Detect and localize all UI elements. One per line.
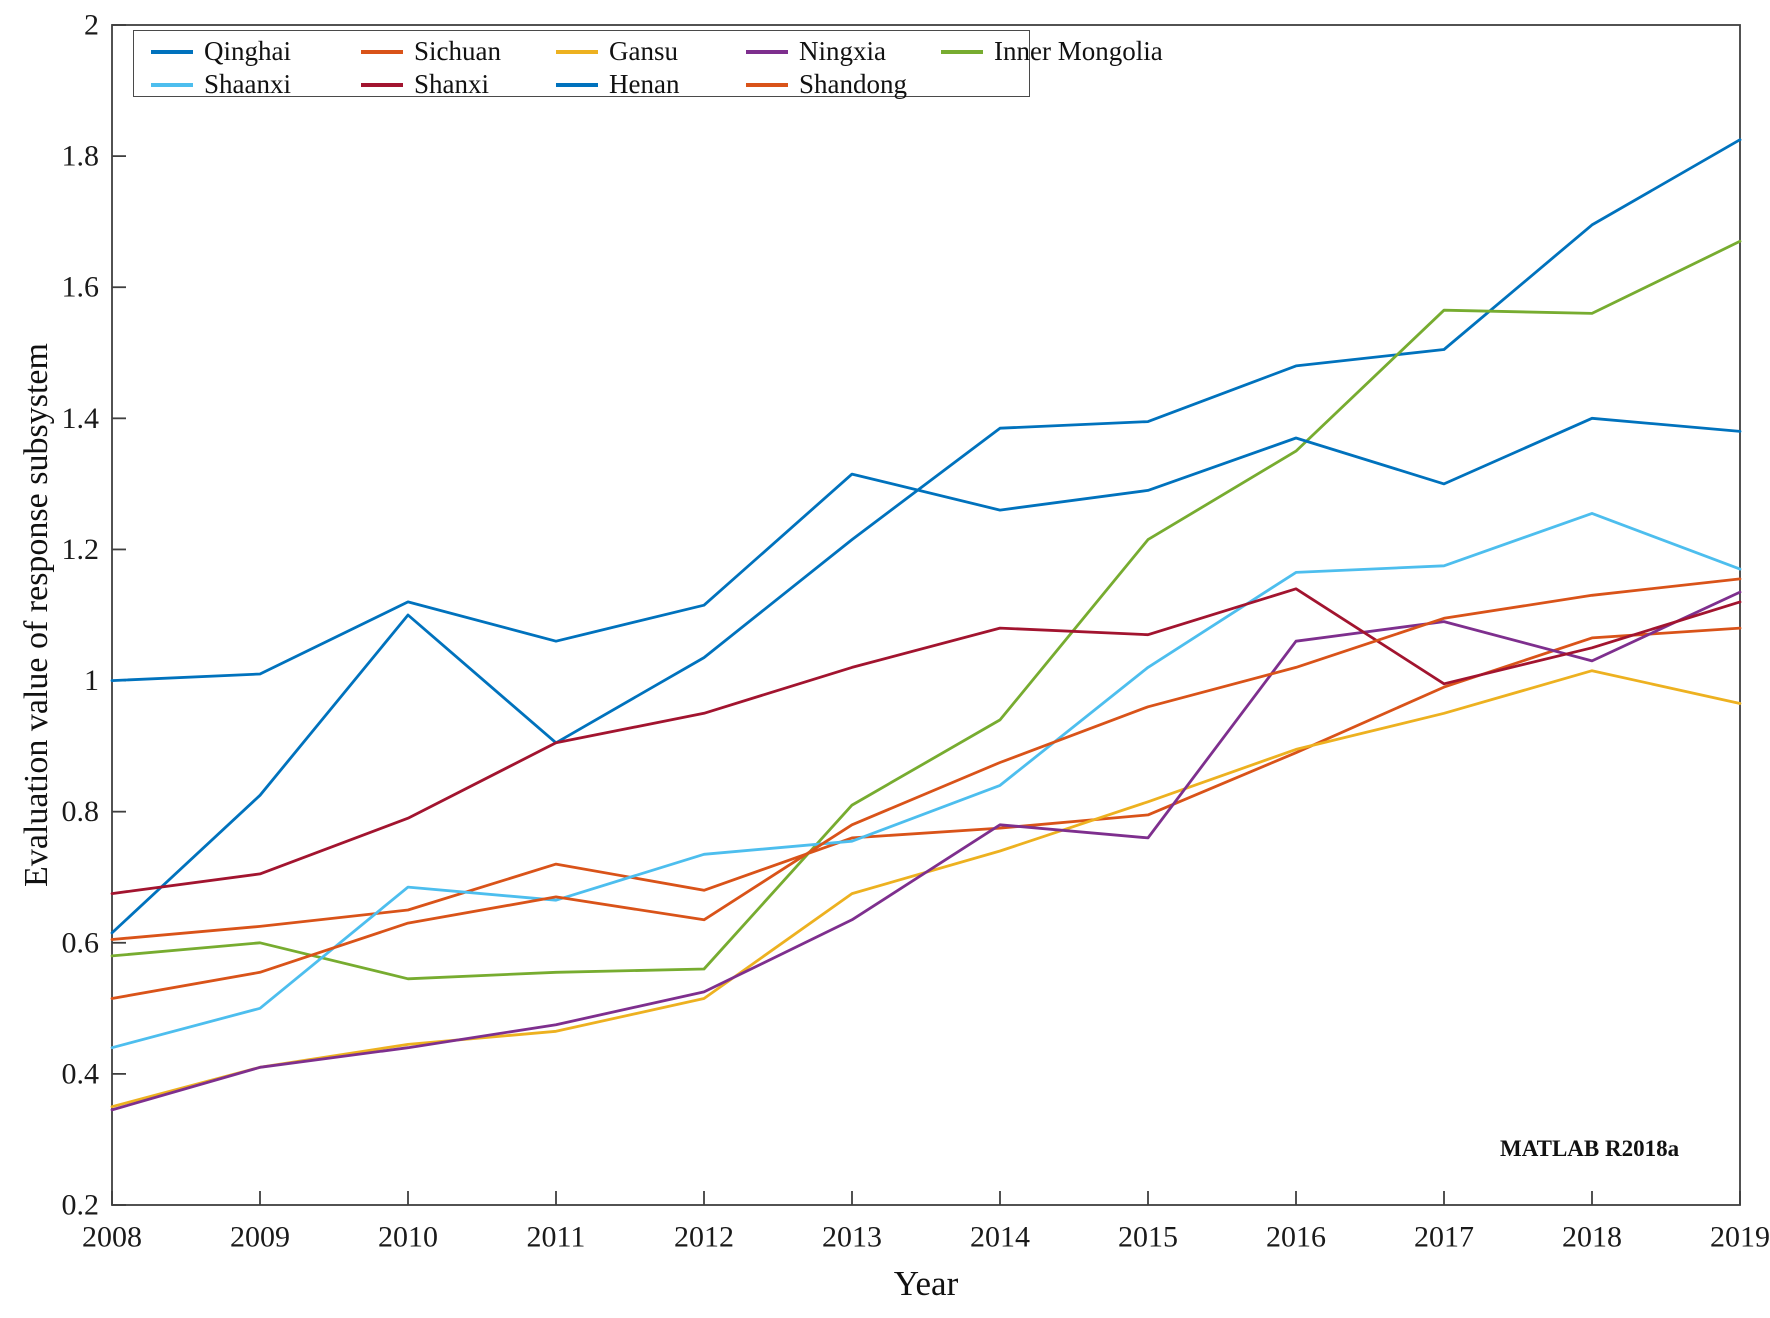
- legend-line-swatch-shanxi: [361, 82, 403, 87]
- legend-item-henan: Henan: [556, 69, 746, 100]
- legend-item-gansu: Gansu: [556, 36, 746, 67]
- x-tick-label: 2017: [1414, 1221, 1474, 1254]
- plot-area-border: [111, 24, 1741, 1206]
- x-tick-label: 2014: [970, 1221, 1030, 1254]
- y-tick-label: 2: [84, 9, 99, 42]
- legend-line-swatch-sichuan: [361, 49, 403, 54]
- x-tick-label: 2019: [1710, 1221, 1770, 1254]
- legend-label-sichuan: Sichuan: [414, 36, 501, 66]
- line-ningxia: [110, 590, 1742, 1112]
- y-tick-label: 1.8: [62, 140, 100, 173]
- legend: Qinghai Sichuan Gansu Ningxia Inner Mongolia…: [133, 30, 1163, 100]
- legend-line-swatch-gansu: [556, 49, 598, 54]
- legend-label-gansu: Gansu: [609, 36, 678, 66]
- line-sichuan: [110, 626, 1742, 941]
- y-tick-label: 1.2: [62, 533, 100, 566]
- legend-line-swatch-shandong: [746, 82, 788, 87]
- x-tick-label: 2018: [1562, 1221, 1622, 1254]
- line-qinghai: [110, 138, 1742, 935]
- legend-label-shaanxi: Shaanxi: [204, 69, 291, 99]
- y-tick-label: 0.2: [62, 1189, 100, 1222]
- legend-item-inner-mongolia: Inner Mongolia: [941, 36, 1163, 67]
- y-axis-title: Evaluation value of response subsystem: [18, 343, 55, 887]
- x-tick-label: 2010: [378, 1221, 438, 1254]
- legend-line-swatch-henan: [556, 82, 598, 87]
- legend-label-shandong: Shandong: [799, 69, 907, 99]
- line-shandong: [110, 577, 1742, 1000]
- x-tick-label: 2012: [674, 1221, 734, 1254]
- legend-label-shanxi: Shanxi: [414, 69, 490, 99]
- legend-item-shanxi: Shanxi: [361, 69, 556, 100]
- y-tick-label: 1.6: [62, 271, 100, 304]
- matlab-version-watermark: MATLAB R2018a: [1500, 1136, 1680, 1161]
- line-henan: [110, 416, 1742, 682]
- line-inner-mongolia: [110, 239, 1742, 981]
- y-tick-label: 0.8: [62, 795, 100, 828]
- line-shanxi: [110, 587, 1742, 895]
- legend-line-swatch-shaanxi: [151, 82, 193, 87]
- x-axis-title: Year: [893, 1264, 959, 1303]
- legend-line-swatch-inner-mongolia: [941, 49, 983, 54]
- legend-label-inner-mongolia: Inner Mongolia: [994, 36, 1163, 66]
- legend-line-swatch-qinghai: [151, 49, 193, 54]
- line-gansu: [110, 669, 1742, 1109]
- x-tick-label: 2011: [527, 1221, 586, 1254]
- legend-label-ningxia: Ningxia: [799, 36, 886, 66]
- legend-item-qinghai: Qinghai: [151, 36, 361, 67]
- x-tick-label: 2016: [1266, 1221, 1326, 1254]
- x-tick-label: 2009: [230, 1221, 290, 1254]
- y-tick-label: 1: [84, 664, 99, 697]
- x-tick-label: 2015: [1118, 1221, 1178, 1254]
- y-tick-label: 0.4: [62, 1057, 100, 1090]
- x-tick-label: 2013: [822, 1221, 882, 1254]
- y-tick-label: 0.6: [62, 926, 100, 959]
- line-shaanxi: [110, 512, 1742, 1050]
- legend-line-swatch-ningxia: [746, 49, 788, 54]
- legend-item-shandong: Shandong: [746, 69, 941, 100]
- legend-item-ningxia: Ningxia: [746, 36, 941, 67]
- legend-label-henan: Henan: [609, 69, 680, 99]
- x-tick-label: 2008: [82, 1221, 142, 1254]
- legend-label-qinghai: Qinghai: [204, 36, 291, 66]
- legend-item-shaanxi: Shaanxi: [151, 69, 361, 100]
- legend-item-sichuan: Sichuan: [361, 36, 556, 67]
- y-tick-label: 1.4: [62, 402, 100, 435]
